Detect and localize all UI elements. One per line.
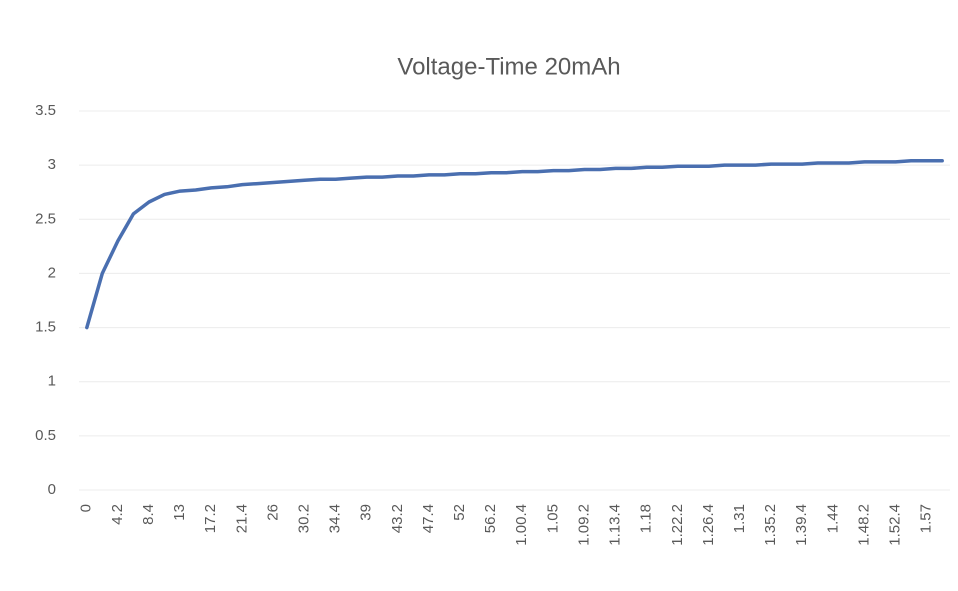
x-tick-label: 30.2 xyxy=(295,504,312,533)
y-tick-label: 3 xyxy=(48,156,56,173)
x-tick-label: 1.44 xyxy=(824,504,841,533)
y-tick-label: 0.5 xyxy=(35,427,56,444)
x-tick-label: 1.22.2 xyxy=(669,504,686,546)
x-tick-label: 56.2 xyxy=(482,504,499,533)
x-tick-label: 0 xyxy=(78,504,95,512)
y-tick-label: 2.5 xyxy=(35,210,56,227)
x-tick-label: 1.05 xyxy=(544,504,561,533)
x-tick-label: 8.4 xyxy=(140,504,157,525)
data-line xyxy=(85,159,944,330)
x-tick-label: 34.4 xyxy=(327,504,344,533)
x-tick-label: 52 xyxy=(451,504,468,521)
x-tick-label: 39 xyxy=(358,504,375,521)
x-tick-label: 1.35.2 xyxy=(762,504,779,546)
x-tick-label: 1.09.2 xyxy=(575,504,592,546)
x-tick-label: 26 xyxy=(264,504,281,521)
y-tick-label: 1.5 xyxy=(35,319,56,336)
x-tick-label: 1.39.4 xyxy=(793,504,810,546)
y-tick-label: 0 xyxy=(48,481,56,498)
x-tick-label: 43.2 xyxy=(389,504,406,533)
x-tick-label: 1.52.4 xyxy=(887,504,904,546)
x-tick-label: 1.26.4 xyxy=(700,504,717,546)
x-tick-label: 47.4 xyxy=(420,504,437,533)
y-tick-label: 2 xyxy=(48,264,56,281)
x-tick-label: 21.4 xyxy=(233,504,250,533)
x-tick-label: 4.2 xyxy=(109,504,126,525)
x-tick-label: 1.57 xyxy=(918,504,935,533)
x-tick-label: 1.18 xyxy=(638,504,655,533)
x-tick-label: 1.13.4 xyxy=(607,504,624,546)
x-tick-label: 13 xyxy=(171,504,188,521)
y-tick-label: 1 xyxy=(48,373,56,390)
y-tick-label: 3.5 xyxy=(35,102,56,119)
x-tick-label: 1.31 xyxy=(731,504,748,533)
chart-title: Voltage-Time 20mAh xyxy=(397,53,620,80)
x-tick-label: 1.48.2 xyxy=(855,504,872,546)
x-tick-label: 1.00.4 xyxy=(513,504,530,546)
x-tick-label: 17.2 xyxy=(202,504,219,533)
